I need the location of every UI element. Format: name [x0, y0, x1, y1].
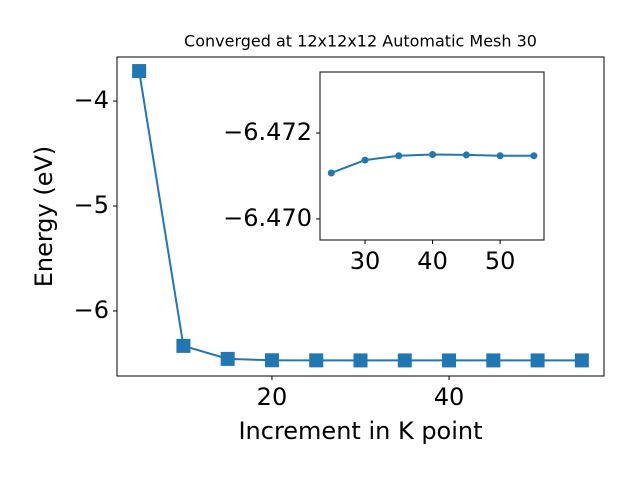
marker — [530, 353, 545, 368]
x-axis-label: Increment in K point — [238, 417, 482, 445]
x-tick-label: 30 — [350, 247, 381, 275]
y-tick-label: −5 — [74, 191, 109, 219]
y-tick-label: −4 — [74, 86, 109, 114]
marker — [132, 64, 147, 79]
marker — [309, 353, 324, 368]
marker — [462, 151, 470, 159]
marker — [397, 353, 412, 368]
marker — [361, 156, 369, 164]
y-tick-label: −6.472 — [223, 118, 312, 146]
marker — [442, 353, 457, 368]
marker — [429, 150, 437, 158]
marker — [353, 353, 368, 368]
x-tick-label: 40 — [417, 247, 448, 275]
marker — [176, 338, 191, 353]
x-tick-label: 50 — [485, 247, 516, 275]
x-tick-label: 40 — [434, 383, 465, 411]
marker — [264, 353, 279, 368]
chart-title: Converged at 12x12x12 Automatic Mesh 30 — [184, 32, 537, 51]
marker — [486, 353, 501, 368]
marker — [220, 351, 235, 366]
marker — [574, 353, 589, 368]
x-tick-label: 20 — [257, 383, 288, 411]
y-tick-label: −6.470 — [223, 204, 312, 232]
marker — [496, 152, 504, 160]
marker — [530, 152, 538, 160]
marker — [395, 152, 403, 160]
y-axis-label: Energy (eV) — [30, 146, 58, 288]
marker — [327, 169, 335, 177]
y-tick-label: −6 — [74, 296, 109, 324]
